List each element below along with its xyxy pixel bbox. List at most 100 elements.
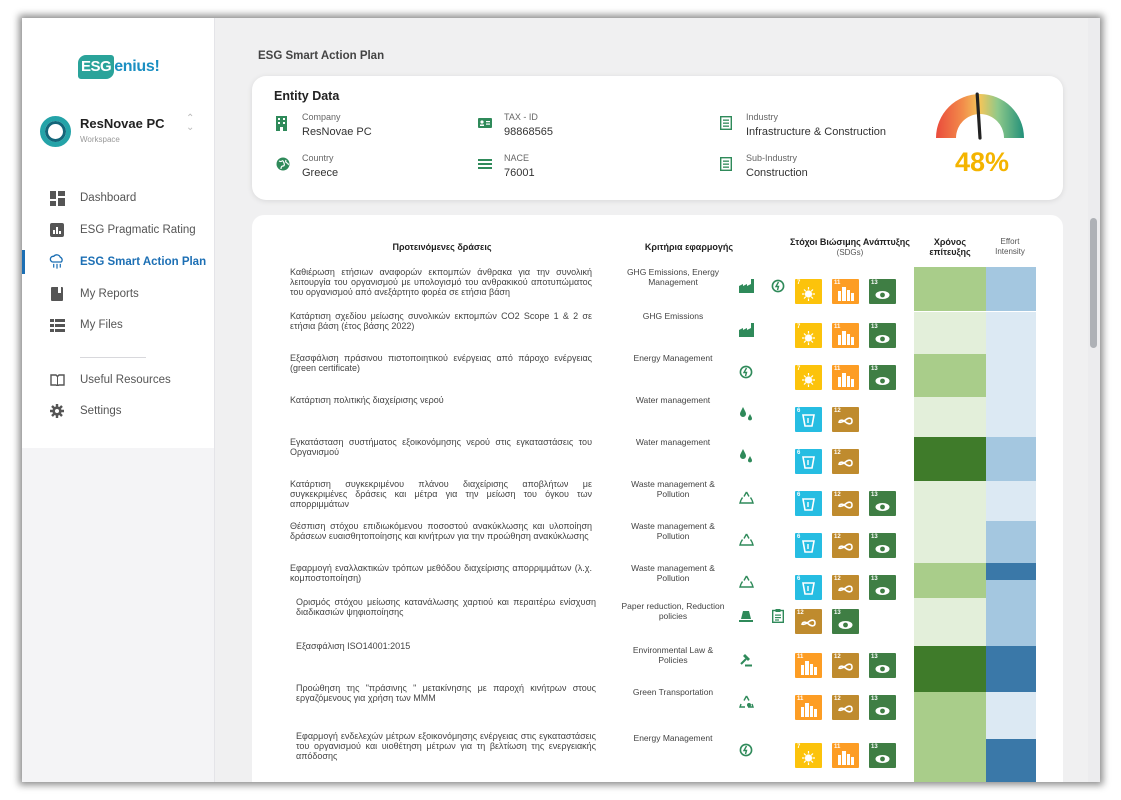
action-text: Καθιέρωση ετήσιων αναφορών εκπομπών άνθρ… [290, 267, 592, 297]
field-key: Company [302, 112, 341, 122]
sdg-13-icon: 13 [832, 609, 859, 634]
field-value: Greece [302, 167, 339, 179]
action-text: Εξασφάλιση ISO14001:2015 [296, 641, 411, 651]
field-value: Infrastructure & Construction [746, 126, 887, 138]
sidebar-item-esg-smart-action-plan[interactable]: ESG Smart Action Plan [22, 250, 214, 274]
gear-icon [49, 403, 65, 419]
page-title: ESG Smart Action Plan [258, 50, 385, 62]
action-text: Εφαρμογή ενδελεχών μέτρων εξοικονόμησης … [296, 731, 596, 761]
logo-text: enius! [114, 58, 160, 75]
sdg-13-icon: 13 [869, 323, 896, 348]
header-sdgs: Στόχοι Βιώσιμης Ανάπτυξης [790, 237, 910, 247]
action-text: Εγκατάσταση συστήματος εξοικονόμησης νερ… [290, 437, 592, 457]
action-text: Ορισμός στόχου μείωσης κατανάλωσης χαρτι… [296, 597, 596, 617]
sdg-12-icon: 12 [832, 491, 859, 516]
criteria-text: Environmental Law & Policies [632, 645, 714, 665]
chevron-updown-icon[interactable]: ⌃ ⌄ [186, 113, 195, 133]
green-recycle-icon [737, 693, 755, 711]
sdg-12-icon: 12 [832, 407, 859, 432]
sdg-13-icon: 13 [869, 279, 896, 304]
sdg-12-icon: 12 [832, 575, 859, 600]
criteria-text: Waste management & Pollution [631, 563, 715, 583]
esg-score-gauge [936, 92, 1024, 140]
scrollbar-thumb[interactable] [1090, 218, 1097, 348]
id-card-icon [478, 116, 492, 132]
gauge-needle [975, 92, 982, 140]
field-key: Sub-Industry [746, 153, 798, 163]
sidebar-divider [80, 357, 146, 358]
header-time: Χρόνος επίτευξης [929, 237, 971, 257]
files-icon [49, 317, 65, 333]
sidebar-item-label: Dashboard [80, 192, 137, 204]
sdg-6-icon: 6 [795, 491, 822, 516]
sidebar-item-esg-pragmatic-rating[interactable]: ESG Pragmatic Rating [22, 218, 214, 242]
sidebar-border [214, 18, 215, 782]
effort-cell [986, 739, 1036, 782]
factory-icon [737, 277, 755, 295]
field-industry: Industry Infrastructure & Construction [719, 112, 940, 144]
book-icon [49, 372, 65, 388]
action-text: Εφαρμογή εναλλακτικών τρόπων μεθόδου δια… [290, 563, 592, 583]
effort-cell [986, 580, 1036, 598]
sdg-13-icon: 13 [869, 695, 896, 720]
recycle-icon [737, 489, 755, 507]
effort-cell [986, 563, 1036, 580]
time-cell [914, 481, 986, 521]
sidebar-item-label: My Reports [80, 288, 139, 300]
action-text: Εξασφάλιση πράσινου πιστοποιητικού ενέργ… [290, 353, 592, 373]
field-sub-industry: Sub-Industry Construction [719, 153, 940, 185]
effort-cell [986, 267, 1036, 311]
energy-icon [769, 277, 787, 295]
sidebar-item-label: ESG Smart Action Plan [80, 256, 207, 268]
workspace-avatar [40, 116, 71, 147]
sdg-13-icon: 13 [869, 575, 896, 600]
sidebar-item-label: ESG Pragmatic Rating [80, 224, 196, 236]
action-text: Κατάρτιση σχεδίου μείωσης συνολικών εκπο… [290, 311, 592, 331]
header-criteria: Κριτήρια εφαρμογής [644, 242, 734, 252]
effort-cell [986, 692, 1036, 739]
entity-data-card: Entity Data Company ResNovae PC TAX - ID… [252, 76, 1063, 200]
sdg-7-icon: 7 [795, 365, 822, 390]
sdg-6-icon: 6 [795, 575, 822, 600]
recycle-icon [737, 573, 755, 591]
time-cell [914, 563, 986, 598]
factory-icon [737, 321, 755, 339]
field-nace: NACE 76001 [478, 153, 698, 185]
action-text: Προώθηση της "πράσινης " μετακίνησης με … [296, 683, 596, 703]
field-key: TAX - ID [504, 112, 538, 122]
field-tax-id: TAX - ID 98868565 [478, 112, 698, 144]
building-icon [276, 116, 290, 132]
entity-data-title: Entity Data [274, 89, 340, 103]
sidebar-item-my-reports[interactable]: My Reports [22, 282, 214, 306]
action-text: Κατάρτιση συγκεκριμένου πλάνου διαχείρισ… [290, 479, 592, 509]
sidebar-item-my-files[interactable]: My Files [22, 313, 214, 337]
criteria-text: Water management [635, 395, 711, 405]
sdg-11-icon: 11 [832, 279, 859, 304]
time-cell [914, 598, 986, 646]
app-window: ESG enius! ResNovae PC Workspace ⌃ ⌄ Dashb… [22, 18, 1100, 782]
sidebar-item-dashboard[interactable]: Dashboard [22, 186, 214, 210]
effort-cell [986, 521, 1036, 563]
header-sdgs-sub: (SDGs) [836, 248, 864, 257]
header-effort: Effort Intensity [995, 237, 1025, 256]
effort-cell [986, 598, 1036, 646]
field-key: NACE [504, 153, 530, 163]
workspace-switcher[interactable]: ResNovae PC Workspace ⌃ ⌄ [40, 114, 200, 154]
scrollbar[interactable] [1088, 18, 1100, 782]
menu-icon [478, 157, 492, 173]
esgenius-logo[interactable]: ESG enius! [78, 51, 166, 83]
time-cell [914, 692, 986, 739]
energy-icon [737, 363, 755, 381]
sdg-7-icon: 7 [795, 323, 822, 348]
sidebar-item-settings[interactable]: Settings [22, 399, 214, 423]
sdg-11-icon: 11 [832, 323, 859, 348]
sdg-12-icon: 12 [832, 653, 859, 678]
criteria-text: Energy Management [633, 353, 713, 363]
sidebar-item-useful-resources[interactable]: Useful Resources [22, 368, 214, 392]
sdg-11-icon: 11 [795, 695, 822, 720]
gavel-icon [737, 651, 755, 669]
esg-score-percent: 48% [955, 147, 1010, 177]
sdg-11-icon: 11 [795, 653, 822, 678]
water-icon [737, 405, 755, 423]
sdg-13-icon: 13 [869, 653, 896, 678]
